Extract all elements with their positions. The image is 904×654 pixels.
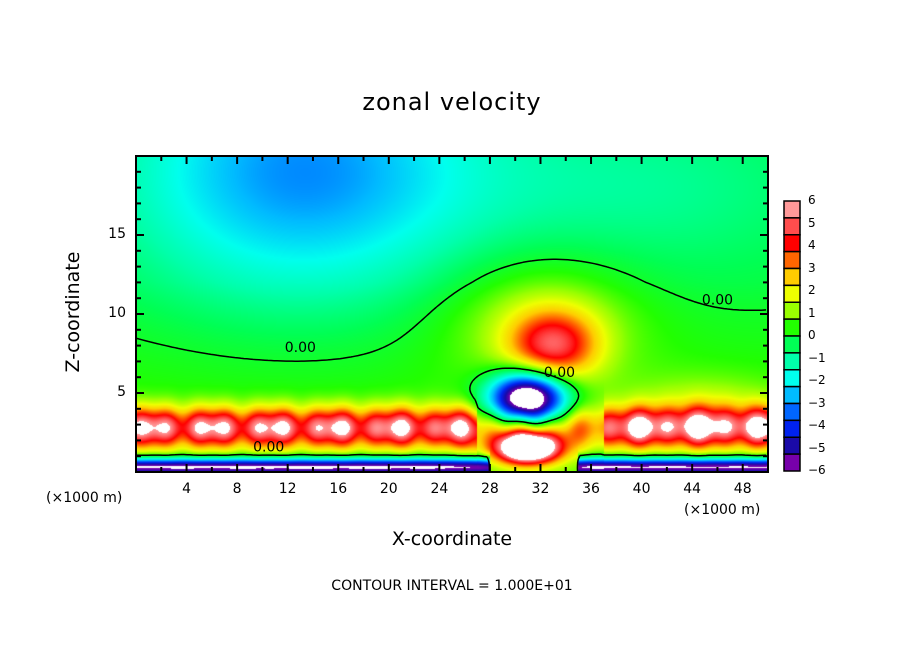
colorbar-swatch <box>783 318 801 337</box>
x-tick-label: 20 <box>379 481 398 497</box>
colorbar-tick-label: 6 <box>808 193 816 207</box>
y-tick-label: 15 <box>108 226 126 242</box>
colorbar-swatch <box>783 250 801 270</box>
colorbar-tick-label: 0 <box>808 328 816 342</box>
x-axis-label: X-coordinate <box>391 528 513 550</box>
colorbar-swatch <box>783 217 801 236</box>
colorbar-swatch <box>783 436 801 455</box>
colorbar-swatch <box>783 402 801 422</box>
colorbar-swatch <box>783 267 801 287</box>
colorbar-tick-label: −3 <box>808 395 826 410</box>
colorbar-tick-label: 5 <box>808 215 816 230</box>
contour-label: 0.00 <box>285 340 316 356</box>
colorbar <box>783 200 801 472</box>
x-tick-label: 12 <box>278 481 297 497</box>
colorbar-tick-label: 1 <box>808 305 816 320</box>
x-tick-label: 48 <box>733 481 752 497</box>
x-unit-right: (×1000 m) <box>684 502 761 518</box>
axis-ticks <box>136 156 768 472</box>
zero-contour <box>135 258 767 472</box>
x-unit-left: (×1000 m) <box>46 490 123 506</box>
heatmap-field <box>136 156 768 472</box>
colorbar-swatch <box>783 352 801 371</box>
y-tick-label: 5 <box>117 384 126 400</box>
contour-lines <box>135 258 767 472</box>
plot-frame <box>135 155 769 473</box>
colorbar-tick-label: −6 <box>808 463 826 477</box>
chart-title: zonal velocity <box>362 88 542 116</box>
contour-label: 0.00 <box>253 439 284 455</box>
x-tick-label: 8 <box>232 481 242 497</box>
colorbar-tick-label: −2 <box>808 373 826 387</box>
colorbar-swatch <box>783 369 801 388</box>
x-tick-label: 16 <box>329 481 348 497</box>
contour-label: 0.00 <box>544 365 575 381</box>
x-tick-label: 4 <box>182 481 191 497</box>
colorbar-swatch <box>783 284 801 303</box>
colorbar-tick-label: 2 <box>808 283 816 297</box>
contour-label: 0.00 <box>702 293 733 309</box>
colorbar-tick-label: −5 <box>808 440 826 455</box>
x-tick-label: 36 <box>582 481 600 497</box>
colorbar-swatch <box>783 335 801 354</box>
colorbar-swatch <box>783 200 801 219</box>
x-tick-label: 28 <box>480 481 499 497</box>
x-tick-label: 40 <box>632 481 651 497</box>
colorbar-tick-label: −1 <box>808 350 826 365</box>
x-tick-label: 44 <box>683 481 702 497</box>
colorbar-swatch <box>783 453 801 472</box>
colorbar-swatch <box>783 234 801 253</box>
colorbar-tick-label: 3 <box>808 260 816 275</box>
colorbar-swatch <box>783 385 801 405</box>
y-tick-label: 10 <box>108 305 126 321</box>
contour-interval-note: CONTOUR INTERVAL = 1.000E+01 <box>331 578 573 594</box>
y-axis-label: Z-coordinate <box>62 251 84 373</box>
colorbar-tick-label: 4 <box>808 238 816 252</box>
x-tick-label: 32 <box>531 481 550 497</box>
colorbar-swatch <box>783 301 801 320</box>
colorbar-tick-label: −4 <box>808 418 826 432</box>
contour-labels: 0.00 0.00 0.00 0.00 <box>253 293 733 456</box>
colorbar-swatch <box>783 419 801 438</box>
x-tick-label: 24 <box>430 481 449 497</box>
